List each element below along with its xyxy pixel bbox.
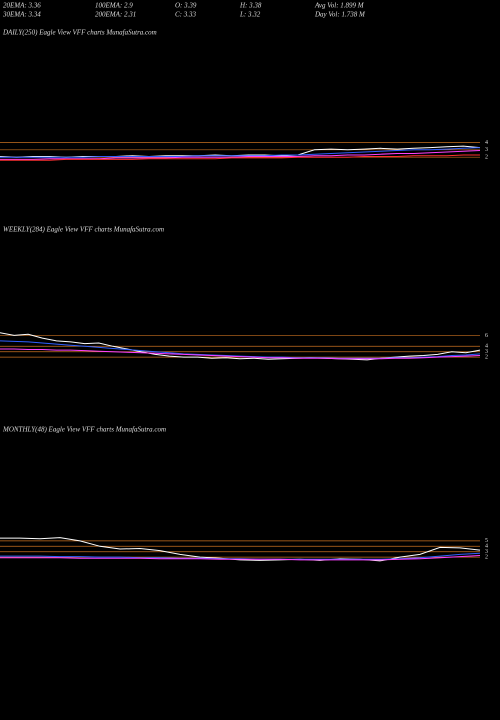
stat: L: 3.32 xyxy=(239,11,261,19)
chart-title: WEEKLY(284) Eagle View VFF charts Munafa… xyxy=(3,226,164,234)
price-line xyxy=(0,537,481,562)
stat: 20EMA: 3.36 xyxy=(3,2,41,10)
y-tick-label: 2 xyxy=(485,155,488,161)
stat: C: 3.33 xyxy=(175,11,197,19)
stat: 100EMA: 2.9 xyxy=(95,2,133,10)
y-tick-label: 4 xyxy=(485,544,488,550)
price-line xyxy=(0,154,480,161)
price-line xyxy=(0,340,481,359)
price-line xyxy=(0,332,481,361)
stat: O: 3.39 xyxy=(175,2,197,10)
y-tick-label: 4 xyxy=(485,140,488,146)
stat: Avg Vol: 1.899 M xyxy=(314,2,365,10)
y-tick-label: 3 xyxy=(485,147,488,153)
y-tick-label: 6 xyxy=(485,333,488,339)
price-line xyxy=(0,150,481,160)
y-tick-label: 5 xyxy=(485,538,488,544)
y-tick-label: 2 xyxy=(485,355,488,361)
y-tick-label: 2 xyxy=(485,555,488,561)
price-line xyxy=(0,348,481,360)
price-line xyxy=(0,147,481,158)
y-tick-label: 3 xyxy=(485,549,488,555)
stat: 30EMA: 3.34 xyxy=(2,11,41,19)
chart-title: MONTHLY(48) Eagle View VFF charts Munafa… xyxy=(2,426,166,434)
y-tick-label: 4 xyxy=(485,344,488,350)
stat: 200EMA: 2.31 xyxy=(95,11,136,19)
stat: H: 3.38 xyxy=(239,2,262,10)
price-line xyxy=(0,555,481,561)
chart-title: DAILY(250) Eagle View VFF charts MunafaS… xyxy=(2,29,157,37)
y-tick-label: 3 xyxy=(485,349,488,355)
stat: Day Vol: 1.738 M xyxy=(314,11,366,19)
